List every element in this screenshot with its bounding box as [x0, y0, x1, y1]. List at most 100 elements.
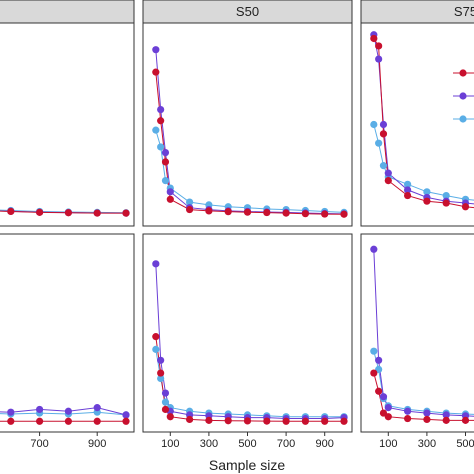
- x-tick-label: 300: [418, 438, 436, 450]
- x-tick-label: 900: [316, 438, 334, 450]
- data-point: [152, 333, 160, 341]
- series-line: [0, 210, 126, 214]
- data-point: [384, 413, 392, 421]
- x-tick-label: 100: [161, 438, 179, 450]
- data-point: [404, 414, 412, 423]
- data-point: [243, 417, 252, 425]
- data-point: [340, 417, 348, 425]
- legend-key-point: [459, 69, 467, 77]
- panel-frame: [0, 22, 135, 227]
- panel-frame: [0, 233, 135, 433]
- data-point: [186, 415, 194, 424]
- data-point: [301, 417, 309, 425]
- data-point: [36, 405, 44, 414]
- data-point: [461, 203, 470, 211]
- data-point: [157, 356, 165, 364]
- data-point: [93, 209, 101, 217]
- data-point: [423, 415, 431, 424]
- data-point: [205, 416, 213, 424]
- series-line: [0, 209, 127, 214]
- data-point: [157, 105, 165, 114]
- data-point: [186, 205, 194, 214]
- data-point: [7, 207, 15, 216]
- data-point: [161, 177, 170, 185]
- data-point: [122, 411, 130, 419]
- data-point: [442, 199, 450, 207]
- legend-key-point: [459, 115, 467, 123]
- data-point: [157, 369, 165, 377]
- data-point: [379, 393, 388, 401]
- x-tick-label: 100: [379, 438, 397, 450]
- data-point: [36, 417, 44, 425]
- data-point: [384, 169, 392, 177]
- x-tick-label: 500: [456, 438, 474, 450]
- data-point: [224, 208, 232, 216]
- data-point: [282, 209, 290, 217]
- data-point: [375, 356, 383, 364]
- data-point: [161, 389, 170, 397]
- data-point: [36, 208, 44, 216]
- panel-frame: [142, 22, 353, 227]
- data-point: [384, 177, 392, 185]
- x-tick-label: 700: [30, 438, 48, 450]
- data-point: [152, 345, 160, 353]
- x-tick-label: 300: [200, 438, 218, 450]
- data-point: [379, 162, 388, 170]
- data-point: [370, 34, 378, 43]
- data-point: [375, 42, 383, 50]
- data-point: [243, 208, 252, 216]
- data-point: [263, 208, 271, 217]
- data-point: [461, 416, 470, 424]
- data-point: [152, 260, 160, 268]
- data-point: [375, 139, 383, 147]
- data-point: [166, 195, 174, 203]
- data-point: [404, 407, 412, 415]
- data-point: [404, 191, 412, 200]
- legend-key-point: [459, 92, 467, 100]
- data-point: [301, 210, 309, 218]
- data-point: [161, 398, 170, 406]
- data-point: [122, 417, 130, 425]
- facet-label: S50: [236, 4, 259, 19]
- series-line: [0, 407, 127, 416]
- data-point: [161, 158, 170, 166]
- data-point: [321, 210, 329, 218]
- data-point: [161, 148, 170, 157]
- data-point: [64, 407, 72, 415]
- data-point: [404, 180, 412, 188]
- data-point: [7, 408, 15, 416]
- data-point: [404, 186, 412, 194]
- data-point: [152, 126, 160, 134]
- x-axis-label: Sample size: [209, 457, 285, 473]
- data-point: [375, 55, 383, 63]
- data-point: [370, 369, 378, 377]
- facet-label: S75: [454, 4, 474, 19]
- x-tick-label: 900: [88, 438, 106, 450]
- data-point: [186, 198, 194, 206]
- data-point: [166, 188, 174, 196]
- data-point: [157, 374, 165, 383]
- data-point: [423, 197, 431, 205]
- data-point: [161, 405, 170, 414]
- data-point: [93, 404, 101, 412]
- data-point: [370, 245, 378, 253]
- data-point: [423, 188, 431, 196]
- data-point: [442, 411, 450, 419]
- data-point: [93, 417, 101, 425]
- data-point: [370, 120, 378, 129]
- x-tick-label: 700: [277, 438, 295, 450]
- data-point: [7, 417, 15, 425]
- series-line: [0, 411, 127, 416]
- data-point: [282, 417, 290, 425]
- data-point: [64, 209, 72, 217]
- data-point: [157, 143, 165, 151]
- data-point: [423, 409, 431, 417]
- data-point: [166, 413, 174, 421]
- data-point: [122, 209, 130, 217]
- data-point: [442, 191, 450, 200]
- data-point: [64, 417, 72, 425]
- data-point: [370, 347, 378, 355]
- data-point: [384, 404, 392, 412]
- facet-strip: [0, 0, 135, 24]
